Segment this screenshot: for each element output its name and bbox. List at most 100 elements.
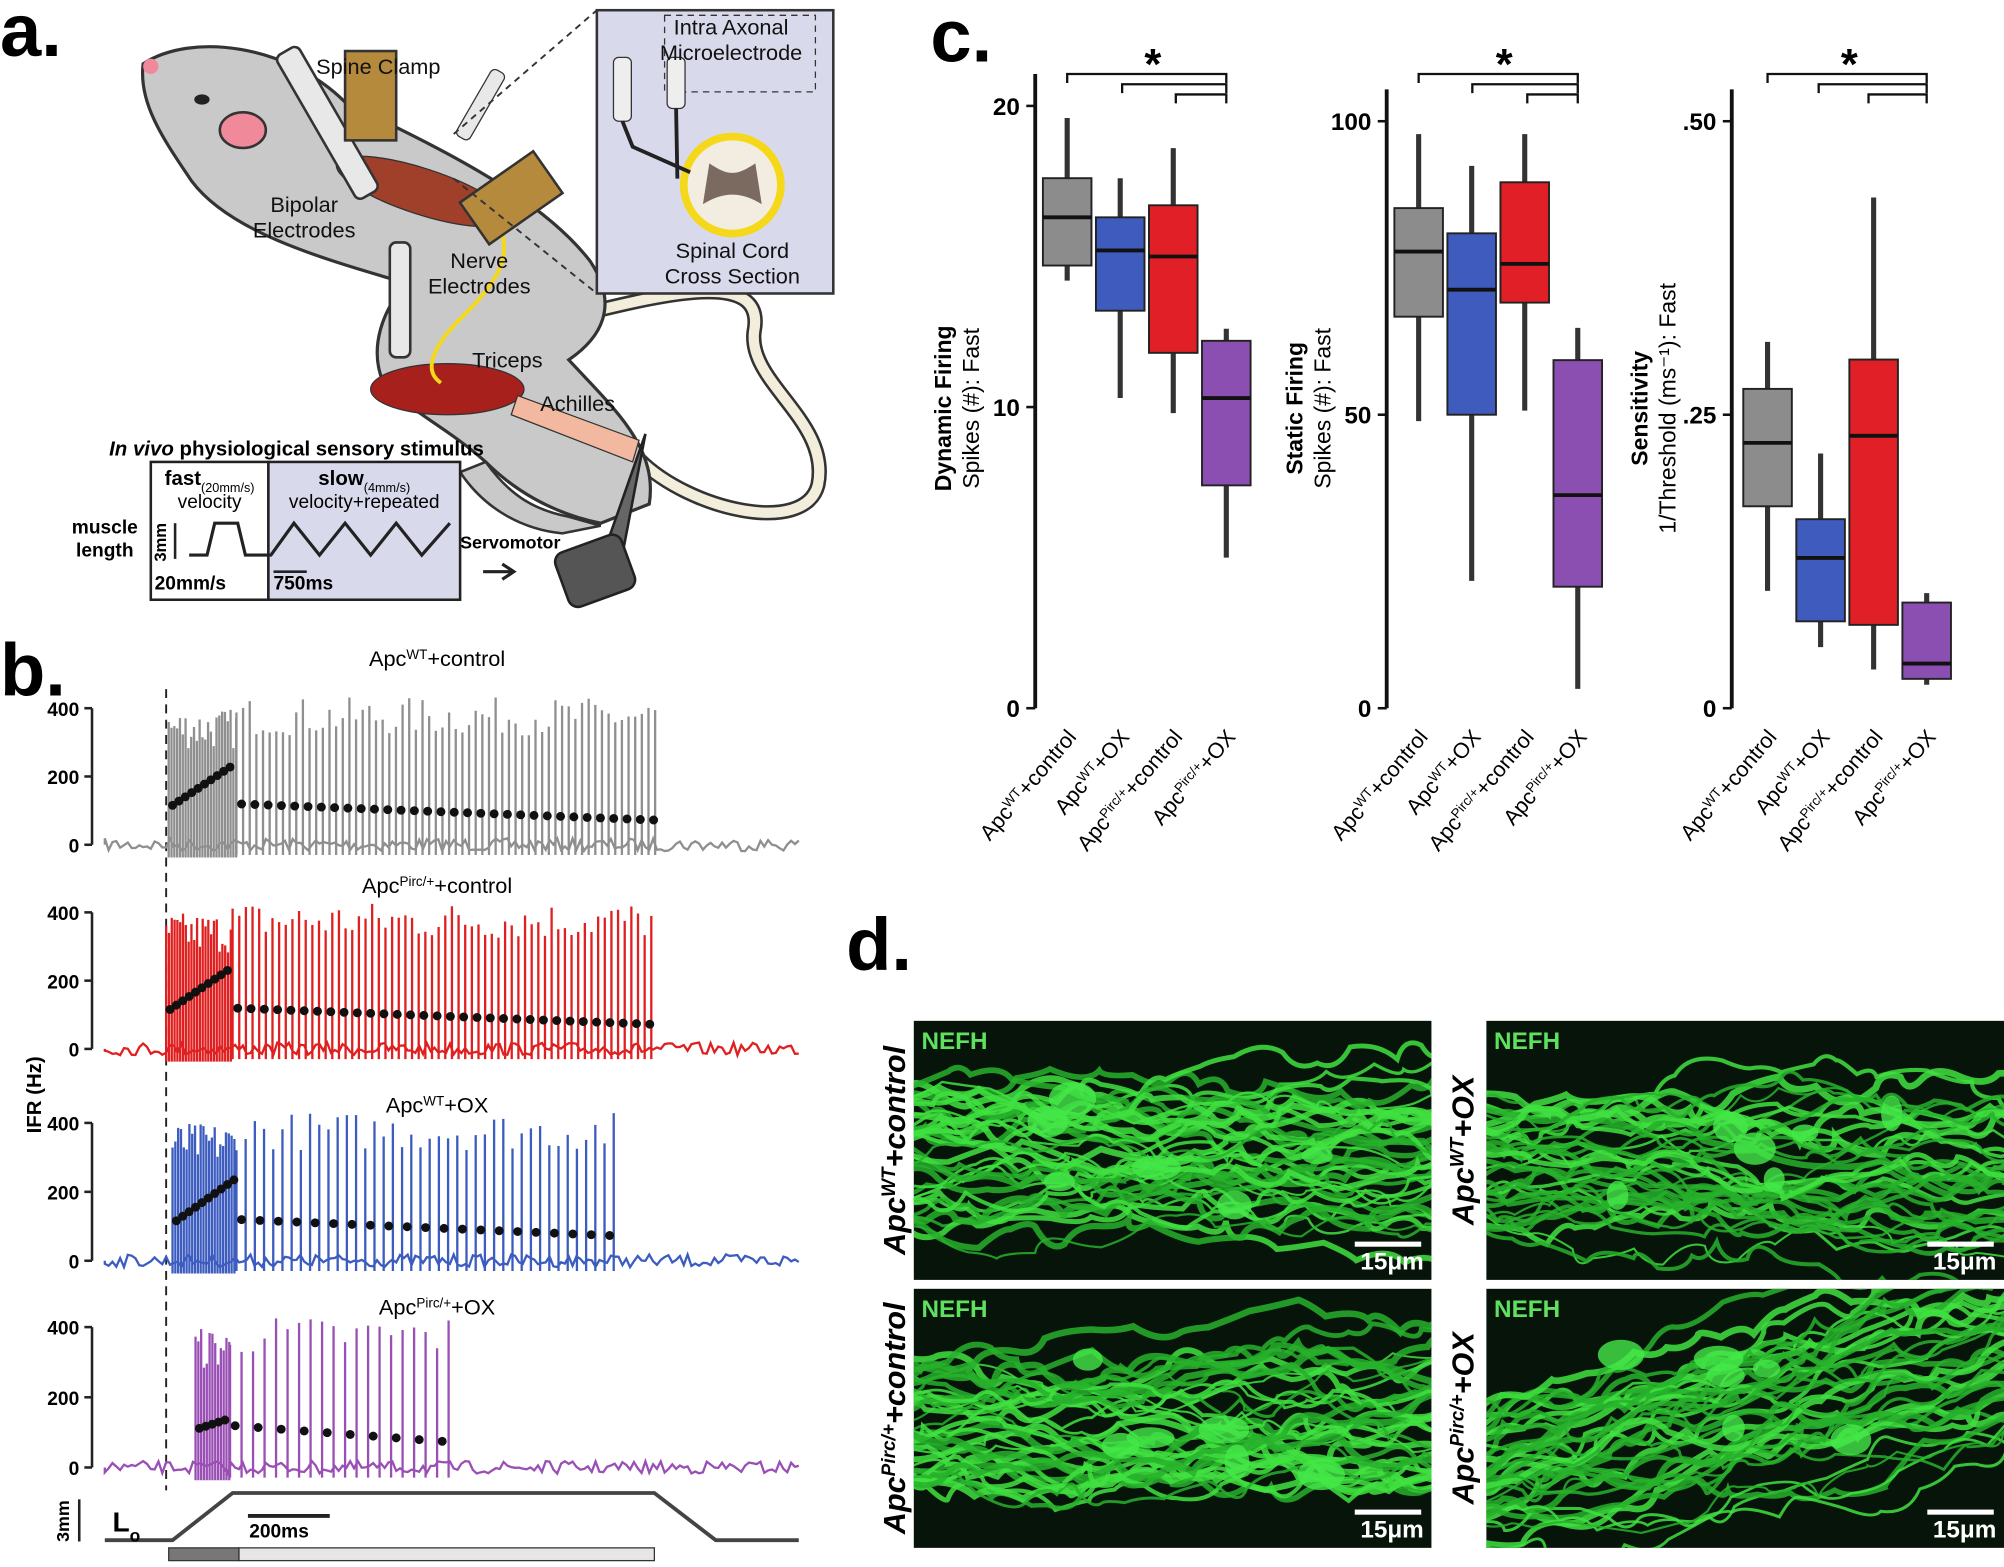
terminal [1722, 1414, 1745, 1442]
ifr-dot [191, 1202, 201, 1212]
label-line: Microelectrode [660, 40, 802, 65]
axon-branch [1486, 1288, 1960, 1418]
panel-b: ApcWT+control 0 200 400 ApcPirc/++control 0 20… [24, 646, 800, 1562]
trace-title: ApcPirc/++control [362, 873, 512, 898]
phase-bar [238, 1547, 656, 1562]
y-tick-label: 200 [47, 1184, 79, 1205]
ifr-dot [459, 1012, 469, 1022]
y-tick-label: 400 [47, 1319, 79, 1340]
significance-bracket [1526, 93, 1579, 104]
length-trace [104, 1491, 799, 1543]
axon-branch [1486, 1092, 2004, 1173]
ifr-dot [605, 1018, 615, 1028]
slow-label-part: slow [318, 468, 364, 490]
label-line: Electrodes [428, 274, 531, 299]
terminal [1131, 1155, 1182, 1180]
row-label-part: WT [1447, 1136, 1468, 1167]
ifr-dot [565, 1016, 575, 1026]
terminal [1713, 1111, 1749, 1143]
box [1552, 359, 1604, 588]
terminal [1217, 1190, 1252, 1220]
y-axis-title-line: 1/Threshold (ms⁻¹): Fast [1655, 282, 1681, 533]
label: Servomotor [460, 533, 560, 553]
y-axis-title: Dynamic Firing Spikes (#): Fast [930, 325, 984, 491]
ifr-dot [586, 1230, 596, 1240]
y-tick-label: 0 [69, 1252, 80, 1273]
y-tick-label: 200 [47, 768, 79, 789]
ifr-dot [476, 808, 486, 818]
y-tick-label: 0 [69, 836, 80, 857]
panel-letter: a. [0, 0, 62, 72]
trace-title: ApcWT+OX [386, 1093, 489, 1118]
panel-letter: c. [930, 0, 992, 77]
ifr-dot [250, 800, 260, 809]
scale-label: 15μm [1933, 1517, 1996, 1544]
significance-bracket [1471, 83, 1579, 94]
box [1148, 204, 1199, 354]
ifr-dot [499, 1014, 509, 1023]
ifr-dot [329, 1219, 339, 1229]
lo-label: Lo [112, 1506, 140, 1545]
ifr-dot [549, 1228, 559, 1238]
axon-branch [1486, 1430, 2004, 1535]
label: 750ms [274, 574, 334, 595]
ifr-dot [345, 1429, 355, 1439]
ifr-dot [225, 762, 235, 772]
ifr-dot [531, 1227, 541, 1237]
axon-branch [1486, 1391, 2004, 1548]
ifr-dot [330, 803, 340, 813]
ifr-dot [246, 1004, 256, 1014]
panel-letter: d. [846, 903, 912, 986]
row-label: ApcWT+control [878, 1044, 912, 1255]
spine-clamp [343, 49, 398, 142]
terminal [1733, 1132, 1776, 1165]
ifr-dot [229, 1175, 239, 1185]
axon-branch [1486, 1195, 2004, 1247]
trace-title-part: +OX [451, 1294, 496, 1319]
ifr-dot [391, 1433, 401, 1443]
ifr-dot [384, 1221, 394, 1231]
micrograph-content [1486, 1288, 2004, 1548]
inset-electrode [612, 56, 633, 122]
label-line: Cross Section [665, 263, 800, 288]
label: Nerve Electrodes [428, 248, 531, 299]
terminal [1301, 1146, 1333, 1165]
y-axis-title-line: Static Firing [1281, 342, 1307, 475]
ifr-dot [299, 1426, 309, 1436]
ifr-dot [369, 804, 379, 814]
ifr-dot [193, 783, 203, 793]
ifr-dot [525, 1015, 535, 1024]
ifr-dot [436, 807, 446, 817]
ifr-dot [463, 808, 472, 818]
box-chart: 01020ApcWT+controlApcWT+OXApcPirc/++cont… [930, 41, 1252, 856]
y-tick-label: 400 [47, 700, 79, 721]
zoom-line [453, 177, 598, 295]
ifr-dot [356, 804, 366, 814]
ifr-dot [512, 1014, 522, 1024]
microelectrode [455, 68, 506, 141]
label-line: muscle [72, 517, 138, 538]
box [1742, 387, 1793, 508]
axon-branch [1486, 1288, 1985, 1474]
ifr-dot [635, 815, 645, 824]
ifr-dot [513, 1227, 523, 1236]
y-axis-title-line: Spikes (#): Fast [958, 327, 984, 488]
trace-title: ApcWT+control [369, 646, 505, 671]
ifr-dot [516, 810, 526, 820]
lo-label-part: L [112, 1506, 129, 1537]
ifr-dot [352, 1008, 362, 1018]
ifr-dot [276, 1424, 286, 1434]
label: velocity+repeated [289, 492, 440, 513]
label: Spine Clamp [316, 54, 440, 79]
y-tick-label: .50 [1683, 109, 1717, 136]
axon-branch [1486, 1070, 2004, 1140]
stain-label: NEFH [1494, 1296, 1560, 1323]
box [1848, 358, 1899, 626]
y-tick-label: 200 [47, 1389, 79, 1410]
axon-branch [913, 1392, 1432, 1488]
micrograph-content [913, 1040, 1432, 1266]
slow-label: slow(4mm/s) [318, 468, 410, 495]
triceps-muscle [369, 363, 525, 416]
ifr-dot [210, 974, 220, 984]
